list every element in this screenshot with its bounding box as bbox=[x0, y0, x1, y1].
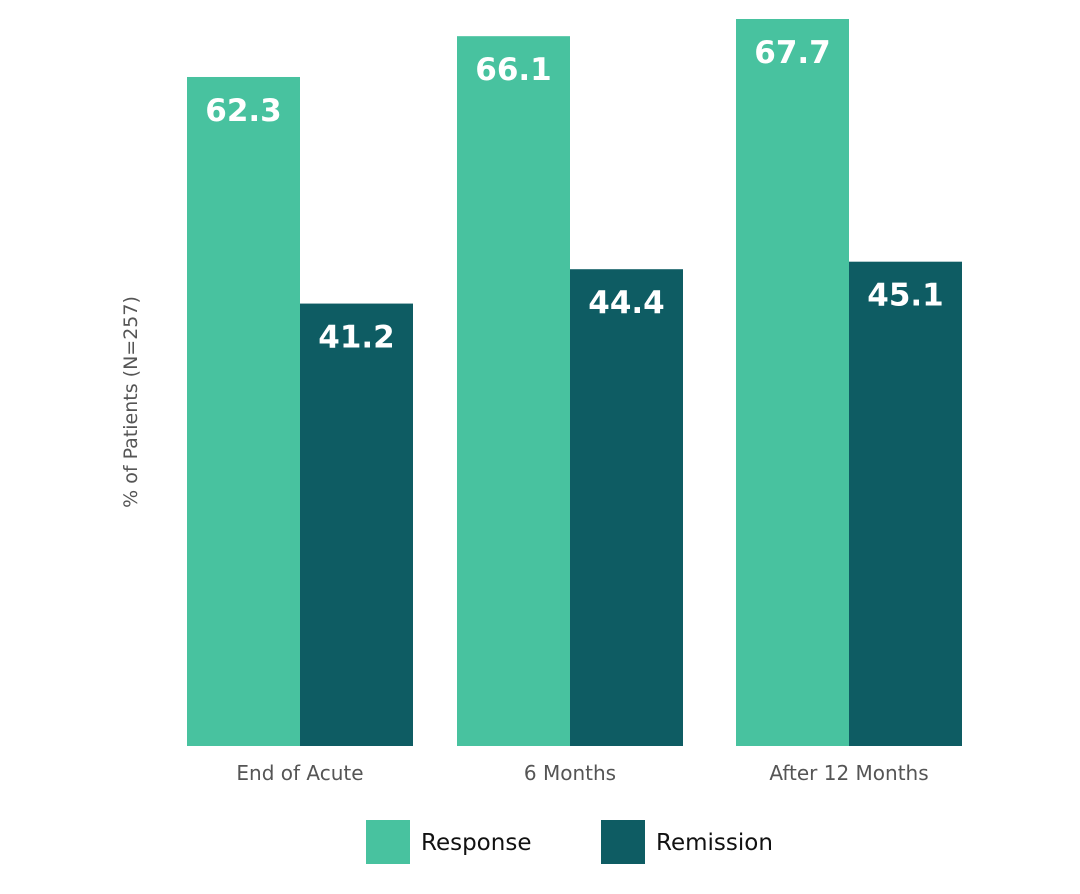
bars-layer bbox=[187, 19, 962, 747]
value-label-response-3: 67.7 bbox=[754, 35, 831, 71]
bar-remission-2 bbox=[570, 269, 683, 746]
value-label-remission-1: 41.2 bbox=[318, 320, 395, 356]
value-labels-layer: 62.3 41.2 66.1 44.4 67.7 45.1 bbox=[205, 35, 944, 356]
x-axis-tick-labels: End of Acute 6 Months After 12 Months bbox=[236, 761, 928, 785]
x-tick-label-1: End of Acute bbox=[236, 761, 363, 785]
bar-response-1 bbox=[187, 76, 300, 747]
value-label-remission-3: 45.1 bbox=[867, 278, 944, 314]
legend-swatch-response bbox=[366, 820, 410, 864]
bar-response-3 bbox=[736, 19, 849, 746]
legend: Response Remission bbox=[366, 820, 773, 864]
x-tick-label-2: 6 Months bbox=[524, 761, 616, 785]
value-label-response-2: 66.1 bbox=[475, 52, 552, 88]
bar-remission-3 bbox=[849, 261, 962, 746]
y-axis-label: % of Patients (N=257) bbox=[120, 296, 142, 508]
legend-label-response: Response bbox=[421, 830, 531, 856]
value-label-remission-2: 44.4 bbox=[588, 285, 665, 321]
bar-response-2 bbox=[457, 36, 570, 746]
bar-remission-1 bbox=[300, 303, 413, 746]
legend-swatch-remission bbox=[601, 820, 645, 864]
legend-label-remission: Remission bbox=[656, 830, 773, 856]
x-tick-label-3: After 12 Months bbox=[769, 761, 928, 785]
value-label-response-1: 62.3 bbox=[205, 93, 282, 129]
